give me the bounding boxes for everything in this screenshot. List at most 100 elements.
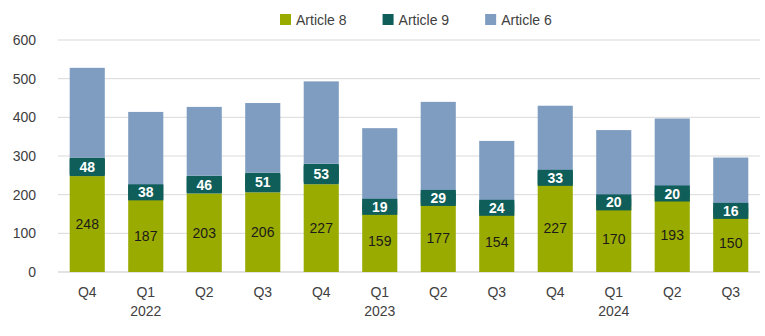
legend-swatch [485,14,496,25]
bar-segment [538,106,573,172]
chart: 0 100 200 300 400 500 600 248 187 203 206 227 159 177… [0,0,765,336]
legend-label: Article 8 [296,12,347,28]
label-background [70,159,105,175]
bar-segment [421,102,456,192]
bar-segment [304,81,339,163]
data-label: 20 [664,186,680,202]
data-label: 227 [310,220,334,236]
legend-label: Article 9 [399,12,450,28]
grid-line [58,40,760,41]
bar-segment [245,173,280,193]
data-label: 150 [719,235,743,251]
label-background [655,186,690,202]
legend-label: Article 6 [501,12,552,28]
data-label: 248 [76,216,100,232]
y-tick-label: 300 [13,148,37,164]
label-background [187,177,222,193]
label-background [128,184,163,200]
data-label: 33 [547,170,563,186]
data-label: 24 [489,200,505,216]
bar-segment [187,176,222,194]
x-tick-label: Q4 [546,284,565,300]
label-background [479,200,514,216]
y-tick-label: 600 [13,32,37,48]
data-labels: 248 187 203 206 227 159 177 154 227 170 193 150 48 38… [70,159,749,251]
data-label: 53 [313,166,329,182]
x-tick-label: Q1 [370,284,389,300]
data-label: 206 [251,224,275,240]
y-tick-label: 100 [13,225,37,241]
x-tick-label: Q2 [429,284,448,300]
data-label: 203 [193,225,217,241]
x-group-label: 2023 [364,303,395,319]
bar-segment [421,204,456,272]
label-background [538,170,573,186]
x-group-label: 2024 [598,303,629,319]
x-tick-label: Q1 [136,284,155,300]
data-label: 159 [368,233,392,249]
bar-segment [596,130,631,198]
legend-swatch [383,14,394,25]
x-tick-label: Q1 [604,284,623,300]
bar-segment [713,214,748,272]
legend: Article 8 Article 9 Article 6 [280,12,552,28]
y-tick-label: 400 [13,109,37,125]
data-label: 51 [255,174,271,190]
data-label: 177 [427,230,451,246]
bar-segment [655,118,690,189]
bar-segment [70,158,105,177]
bar-segment [655,197,690,272]
label-background [713,203,748,219]
x-tick-label: Q4 [312,284,331,300]
bar-segment [362,128,397,203]
data-label: 227 [544,220,568,236]
legend-swatch [280,14,291,25]
bar-segment [304,164,339,184]
label-background [245,174,280,190]
data-label: 193 [661,227,685,243]
label-background [421,190,456,206]
bar-segment [713,158,748,208]
bars [70,68,749,272]
bar-segment [304,184,339,272]
grid-line [58,78,760,79]
bar-segment [362,211,397,272]
label-background [596,194,631,210]
data-label: 29 [430,190,446,206]
data-label: 20 [606,194,622,210]
data-label: 48 [79,159,95,175]
data-label: 38 [138,184,154,200]
label-background [304,166,339,182]
data-label: 19 [372,199,388,215]
y-tick-label: 200 [13,187,37,203]
bar-segment [187,107,222,176]
data-label: 187 [134,228,158,244]
bar-segment [245,192,280,272]
label-background [362,199,397,215]
data-label: 170 [602,231,626,247]
bar-segment [128,112,163,185]
x-tick-label: Q2 [663,284,682,300]
bar-segment [538,184,573,272]
bar-segment [479,141,514,203]
data-label: 46 [196,177,212,193]
grid-line [58,117,760,118]
x-tick-label: Q4 [78,284,97,300]
x-tick-label: Q3 [253,284,272,300]
bar-segment [70,176,105,272]
x-tick-label: Q3 [487,284,506,300]
y-tick-label: 0 [28,264,36,280]
data-label: 154 [485,234,509,250]
bar-segment [479,212,514,272]
bar-segment [245,103,280,173]
bar-segment [187,194,222,272]
x-tick-label: Q2 [195,284,214,300]
bar-segment [128,200,163,272]
y-tick-label: 500 [13,71,37,87]
x-group-label: 2022 [130,303,161,319]
data-label: 16 [723,203,739,219]
bar-segment [70,68,105,158]
bar-segment [596,206,631,272]
x-tick-label: Q3 [721,284,740,300]
bar-segment [128,185,163,200]
